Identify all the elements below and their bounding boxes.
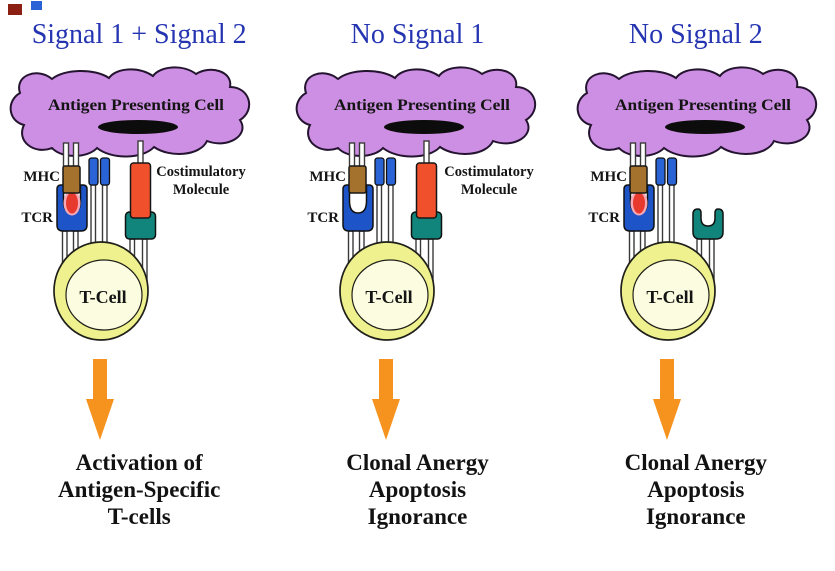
mhc-molecule	[62, 165, 81, 194]
coreceptor	[88, 157, 99, 186]
outcome-line: Apoptosis	[647, 476, 745, 502]
t-cell-label: T-Cell	[365, 287, 412, 307]
costimulatory-molecule	[415, 162, 437, 219]
costim-label-line1: Costimulatory	[444, 164, 534, 180]
costim-label-line2: Molecule	[460, 182, 517, 198]
t-cell-label: T-Cell	[646, 287, 693, 307]
mhc-molecule	[629, 165, 648, 194]
costim-receptor-empty	[692, 208, 724, 240]
mhc-label: MHC	[23, 169, 60, 185]
panel-signal1-plus-signal2: Signal 1 + Signal 2 Antigen Presenting C…	[0, 0, 278, 571]
diagram-no-signal-2: Antigen Presenting Cell T-Cell	[576, 66, 817, 440]
mhc-stalk	[358, 142, 365, 170]
mhc-stalk	[62, 142, 70, 170]
tcr-label: TCR	[21, 210, 53, 226]
antigen-presenting-cell-shape	[576, 66, 817, 158]
t-cell-body	[65, 259, 143, 331]
outcome-line: Apoptosis	[368, 476, 467, 502]
outcome-line: Clonal Anergy	[624, 449, 768, 475]
apc-nucleus	[664, 119, 745, 134]
tcr-label: TCR	[307, 210, 339, 226]
mhc-stalk	[72, 142, 80, 170]
antigen-peptide	[632, 192, 645, 214]
coreceptor	[373, 157, 385, 186]
tcr-receptor	[341, 184, 374, 232]
mhc-stalk	[639, 142, 647, 170]
apc-nucleus	[98, 119, 179, 134]
outcome-text: Clonal Anergy Apoptosis Ignorance	[625, 449, 767, 530]
apc-label: Antigen Presenting Cell	[615, 97, 792, 114]
apc-label: Antigen Presenting Cell	[48, 97, 225, 114]
apc-label: Antigen Presenting Cell	[334, 97, 511, 114]
panel-no-signal-2: No Signal 2 Antigen Presenting Cell	[557, 0, 835, 571]
outcome-line: Ignorance	[645, 504, 746, 530]
diagram-signal1-plus-signal2: Antigen Presenting Cell	[9, 66, 251, 440]
antigen-peptide	[66, 192, 79, 214]
antigen-presenting-cell-shape	[9, 66, 251, 158]
costim-label-line2: Molecule	[173, 182, 230, 198]
down-arrow-icon	[652, 358, 681, 440]
costimulatory-molecule	[129, 162, 152, 219]
mhc-stalk	[348, 142, 355, 170]
mhc-molecule	[347, 165, 367, 194]
outcome-line: Ignorance	[367, 504, 468, 530]
panel-header: No Signal 2	[628, 19, 763, 50]
panel-no-signal-1: No Signal 1 Antigen Presenting Cell	[278, 0, 556, 571]
coreceptor	[655, 157, 666, 186]
panel-header: Signal 1 + Signal 2	[31, 19, 247, 50]
coreceptor	[666, 157, 677, 186]
outcome-line: Activation of	[75, 449, 203, 475]
t-cell-body	[350, 259, 429, 331]
corner-artifact-maroon-box	[8, 4, 22, 15]
costim-label-line1: Costimulatory	[156, 164, 246, 180]
t-cell-body	[632, 259, 710, 331]
down-arrow-icon	[371, 358, 400, 440]
tcr-label: TCR	[588, 210, 620, 226]
mhc-label: MHC	[590, 169, 627, 185]
outcome-line: Clonal Anergy	[346, 449, 489, 475]
outcome-line: T-cells	[107, 504, 171, 530]
antigen-presenting-cell-shape	[295, 66, 536, 158]
t-cell-label: T-Cell	[79, 287, 126, 307]
diagram-no-signal-1: Antigen Presenting Cell T-Cell	[295, 66, 536, 440]
corner-artifact-blue-box	[31, 1, 42, 10]
outcome-text: Activation of Antigen-Specific T-cells	[58, 449, 220, 530]
outcome-text: Clonal Anergy Apoptosis Ignorance	[346, 449, 488, 530]
outcome-line: Antigen-Specific	[58, 476, 221, 502]
coreceptor	[100, 157, 111, 186]
apc-nucleus	[383, 119, 464, 134]
mhc-stalk	[629, 142, 637, 170]
down-arrow-icon	[86, 358, 115, 440]
panel-header: No Signal 1	[350, 19, 485, 50]
coreceptor	[385, 157, 396, 186]
mhc-label: MHC	[309, 169, 346, 185]
